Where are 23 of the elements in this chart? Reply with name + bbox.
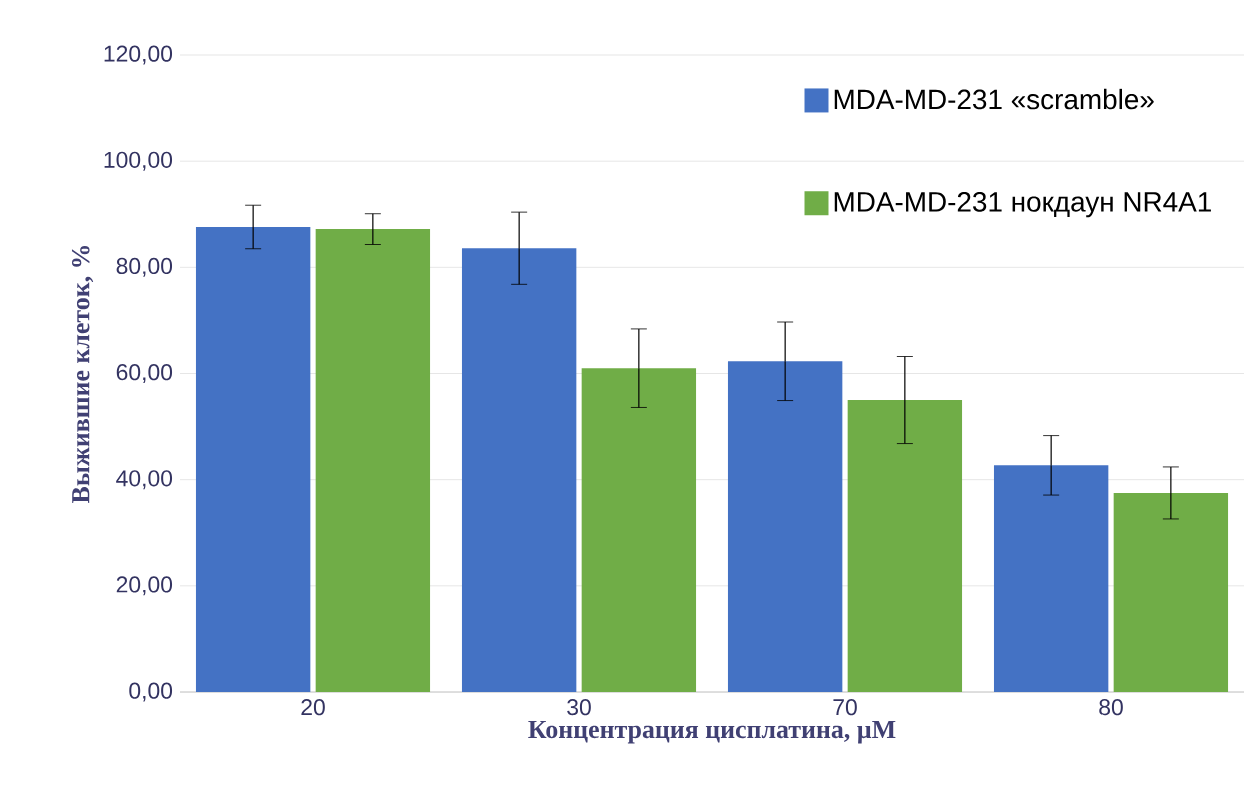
bar xyxy=(727,361,843,692)
bar xyxy=(315,229,431,692)
legend-label: MDA-MD-231 нокдаун NR4A1 xyxy=(834,191,1211,218)
x-axis-title: Концентрация цисплатина, µM xyxy=(528,720,896,744)
bar xyxy=(1113,492,1229,692)
bar xyxy=(581,368,697,692)
y-tick-label: 60,00 xyxy=(116,364,173,383)
bar xyxy=(847,400,963,692)
y-tick-label: 40,00 xyxy=(116,470,173,490)
x-tick-label: 30 xyxy=(567,699,591,716)
y-tick-label: 0,00 xyxy=(129,682,173,702)
x-tick-label: 70 xyxy=(833,699,857,716)
bar xyxy=(195,226,311,692)
y-tick-label: 100,00 xyxy=(104,151,173,171)
y-tick-label: 80,00 xyxy=(116,257,173,277)
y-tick-label: 20,00 xyxy=(116,576,173,596)
y-tick-label: 120,00 xyxy=(104,45,173,65)
x-tick-label: 80 xyxy=(1099,699,1123,716)
bar xyxy=(461,248,577,692)
y-axis-title: Выжившие клеток, % xyxy=(71,245,94,504)
legend-label: MDA-MD-231 «scramble» xyxy=(834,88,1154,110)
bar xyxy=(993,465,1109,692)
x-tick-label: 20 xyxy=(301,699,325,716)
